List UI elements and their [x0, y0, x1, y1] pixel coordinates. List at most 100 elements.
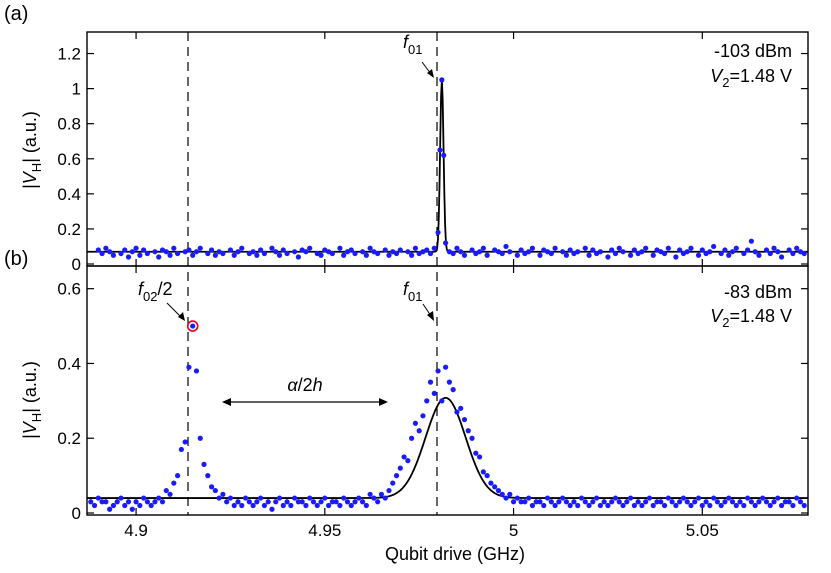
- data-point-b: [288, 502, 294, 509]
- data-point-a: [171, 245, 177, 251]
- data-point-b: [325, 502, 332, 509]
- data-point-b: [499, 491, 505, 497]
- data-point-b: [458, 405, 464, 411]
- data-point-b: [163, 487, 169, 494]
- data-point-a: [631, 247, 637, 253]
- data-point-b: [567, 502, 573, 509]
- data-point-a: [269, 245, 275, 251]
- data-point-a: [643, 245, 649, 251]
- data-point-b: [646, 495, 653, 501]
- data-point-b: [110, 502, 117, 509]
- highlighted-point: [186, 320, 199, 332]
- data-point-a: [450, 250, 456, 257]
- data-point-a: [567, 247, 573, 253]
- data-point-a: [144, 250, 150, 257]
- data-point-b: [322, 495, 328, 501]
- data-point-b: [118, 495, 124, 501]
- data-point-a: [575, 249, 581, 255]
- data-point-b: [341, 495, 347, 501]
- data-point-b: [446, 379, 452, 385]
- data-point-b: [269, 506, 275, 512]
- data-point-b: [390, 480, 396, 486]
- data-point-b: [205, 473, 211, 479]
- data-point-b: [703, 499, 709, 505]
- data-point-b: [367, 491, 373, 497]
- data-point-a: [503, 243, 509, 250]
- data-point-a: [227, 247, 234, 253]
- data-point-b: [484, 473, 490, 479]
- data-point-b: [439, 398, 445, 404]
- data-point-a: [133, 245, 139, 251]
- data-point-b: [443, 364, 449, 370]
- data-point-b: [393, 473, 400, 479]
- data-point-a: [341, 252, 347, 258]
- data-point-a: [393, 250, 400, 257]
- data-point-b: [729, 499, 736, 505]
- y-tick-label: 0.6: [57, 280, 81, 299]
- data-point-a: [103, 245, 109, 251]
- data-point-a: [684, 249, 690, 255]
- data-point-b: [303, 502, 309, 509]
- data-point-a: [794, 245, 800, 251]
- data-point-b: [133, 499, 139, 505]
- data-point-b: [782, 499, 788, 505]
- data-point-a: [258, 247, 264, 253]
- data-point-a: [612, 250, 619, 257]
- data-point-b: [276, 495, 283, 501]
- data-point-b: [612, 495, 619, 501]
- data-point-b: [261, 502, 268, 509]
- data-point-a: [582, 245, 588, 251]
- data-point-a: [318, 252, 324, 258]
- data-point-b: [631, 502, 637, 509]
- data-point-a: [699, 247, 705, 253]
- data-point-b: [548, 499, 554, 505]
- y-tick-label: 0: [72, 255, 81, 274]
- data-point-a: [443, 240, 449, 246]
- data-point-b: [344, 499, 351, 505]
- data-point-b: [239, 502, 245, 509]
- data-point-b: [722, 499, 728, 505]
- data-point-b: [560, 495, 566, 501]
- data-point-b: [88, 499, 94, 505]
- data-point-b: [159, 499, 166, 505]
- data-point-a: [597, 249, 603, 255]
- data-point-b: [318, 499, 324, 505]
- data-point-a: [537, 252, 543, 258]
- data-point-b: [794, 495, 800, 501]
- f01-arrowhead-b: [427, 311, 434, 321]
- data-point-b: [220, 491, 226, 497]
- data-point-b: [495, 487, 502, 494]
- y-axis-label-b: |VH| (a.u.): [20, 361, 44, 439]
- data-point-a: [412, 245, 419, 251]
- data-point-a: [605, 254, 611, 260]
- f01-label-b: f01: [403, 279, 422, 304]
- fit-curves: [87, 79, 808, 499]
- data-point-b: [416, 428, 422, 434]
- data-point-b: [95, 495, 101, 501]
- data-point-b: [242, 495, 249, 501]
- data-point-b: [431, 390, 437, 396]
- panel-a-voltage: V2=1.48 V: [710, 66, 792, 90]
- data-point-a: [427, 250, 434, 257]
- data-point-b: [193, 368, 200, 374]
- data-point-b: [544, 495, 551, 501]
- data-point-b: [756, 499, 762, 505]
- data-point-b: [658, 499, 664, 505]
- data-point-b: [469, 435, 475, 441]
- data-point-b: [378, 491, 385, 497]
- data-point-a: [775, 249, 781, 255]
- data-point-b: [420, 413, 426, 419]
- data-point-b: [231, 502, 237, 509]
- data-point-b: [711, 495, 717, 501]
- data-point-a: [348, 247, 354, 253]
- data-point-b: [186, 364, 192, 370]
- data-point-a: [548, 250, 554, 257]
- data-point-a: [454, 245, 460, 251]
- data-point-a: [303, 249, 309, 255]
- data-point-b: [461, 416, 468, 423]
- y-tick-label: 1.2: [57, 45, 81, 64]
- data-point-b: [156, 495, 162, 501]
- data-point-b: [129, 506, 135, 512]
- data-point-b: [412, 420, 419, 426]
